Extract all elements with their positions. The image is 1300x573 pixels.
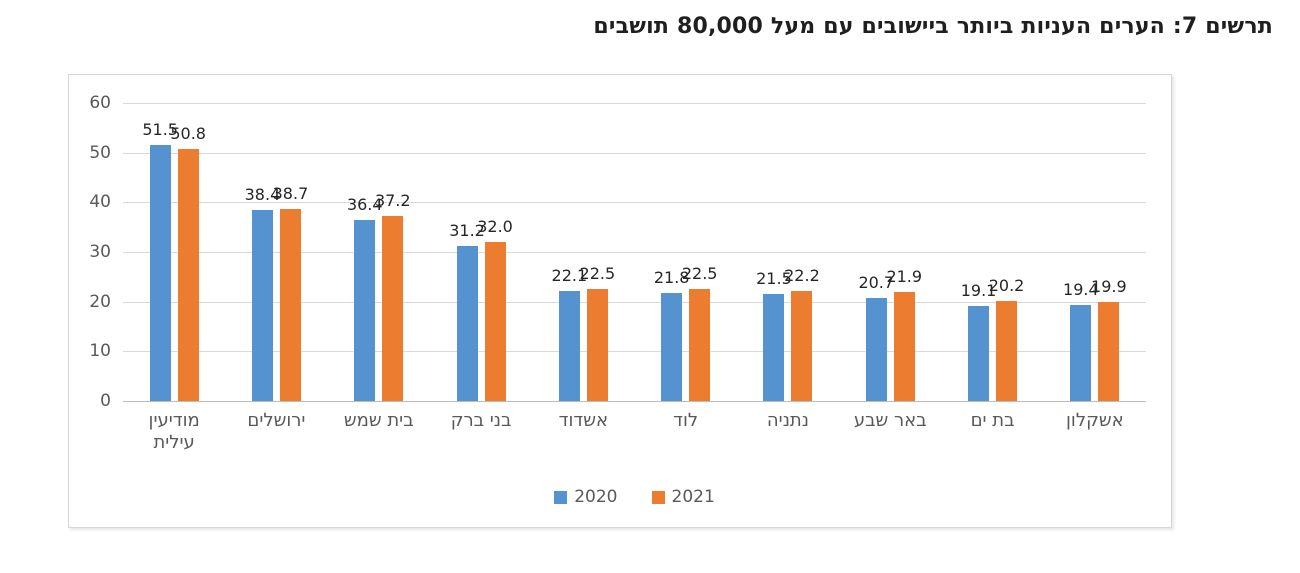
gridline <box>123 202 1146 204</box>
y-axis-tick-label: 10 <box>89 341 111 362</box>
bar-2021 <box>279 208 301 401</box>
legend-item-2020: 2020 <box>554 487 618 507</box>
bar-value-label: 38.7 <box>272 183 309 203</box>
bar-2021 <box>996 300 1018 401</box>
bar-value-label: 37.2 <box>374 191 411 211</box>
bar-2020 <box>149 145 171 401</box>
bar-value-label: 19.4 <box>1063 279 1099 299</box>
chart-container: 0 10 20 30 40 50 60 51.5 50.8 מודיעין עילית 38.4 38… <box>68 74 1172 528</box>
gridline <box>123 252 1146 253</box>
x-axis-category-label: ירושלים <box>247 410 306 431</box>
bar-value-label: 21.5 <box>756 269 792 289</box>
bar-value-label: 31.2 <box>449 221 485 241</box>
bar-2020 <box>968 306 990 401</box>
bar-2021 <box>177 148 199 401</box>
y-axis-tick-label: 50 <box>89 142 111 163</box>
legend: 2020 2021 <box>123 487 1146 507</box>
bar-value-label: 38.4 <box>244 185 281 205</box>
bar-value-label: 22.2 <box>784 265 820 285</box>
x-axis-category-label: אשקלון <box>1066 410 1124 431</box>
bar-2021 <box>791 290 813 401</box>
bar-value-label: 22.1 <box>551 266 588 286</box>
bar-2021 <box>382 216 404 401</box>
x-axis-category-label: בת ים <box>970 410 1015 431</box>
bar-value-label: 20.7 <box>858 273 895 293</box>
legend-label-2020: 2020 <box>574 487 618 507</box>
y-axis-tick-label: 60 <box>89 93 111 113</box>
bar-2020 <box>865 298 887 401</box>
bar-value-label: 22.5 <box>579 264 616 284</box>
gridline <box>123 103 1146 104</box>
bar-2021 <box>586 289 608 401</box>
bar-value-label: 22.5 <box>681 264 718 284</box>
chart-title: תרשים 7: הערים העניות ביותר ביישובים עם … <box>593 14 1273 39</box>
legend-swatch-2021-icon <box>651 490 665 504</box>
bar-2020 <box>558 291 580 401</box>
bar-2021 <box>484 242 506 401</box>
y-axis-tick-label: 30 <box>89 242 111 262</box>
x-axis-category-label: בני ברק <box>450 410 512 431</box>
x-axis-line <box>123 401 1146 402</box>
legend-item-2021: 2021 <box>651 487 715 507</box>
x-axis-category-label: נתניה <box>766 410 809 431</box>
bar-2020 <box>354 220 376 401</box>
gridline <box>123 301 1146 303</box>
legend-swatch-2020-icon <box>554 490 568 504</box>
bar-value-label: 32.0 <box>477 217 513 237</box>
bar-2021 <box>893 292 915 401</box>
bar-value-label: 21.9 <box>886 267 923 287</box>
x-axis-category-label: מודיעין עילית <box>148 410 200 453</box>
x-axis-category-label: בית שמש <box>343 410 414 431</box>
bar-2021 <box>689 289 711 401</box>
bar-2020 <box>456 246 478 401</box>
bar-2021 <box>1098 302 1120 401</box>
bar-value-label: 19.1 <box>960 281 997 301</box>
bar-2020 <box>251 210 273 401</box>
bar-value-label: 36.4 <box>346 195 383 215</box>
gridline <box>123 152 1146 154</box>
legend-label-2021: 2021 <box>671 487 715 507</box>
bar-value-label: 51.5 <box>142 120 178 140</box>
y-axis-tick-label: 40 <box>89 192 111 213</box>
bar-value-label: 21.8 <box>653 267 690 287</box>
y-axis-tick-label: 20 <box>89 291 111 312</box>
x-axis-category-label: אשדוד <box>558 410 609 431</box>
bar-2020 <box>1070 304 1092 401</box>
bar-value-label: 19.9 <box>1091 277 1127 297</box>
x-axis-category-label: לוד <box>673 410 699 431</box>
bar-value-label: 50.8 <box>170 123 206 143</box>
bar-value-label: 20.2 <box>988 275 1025 295</box>
bar-2020 <box>763 294 785 401</box>
x-axis-category-label: באר שבע <box>853 410 927 431</box>
gridline <box>123 351 1146 353</box>
bar-2020 <box>661 292 683 401</box>
y-axis-tick-label: 0 <box>100 391 111 411</box>
